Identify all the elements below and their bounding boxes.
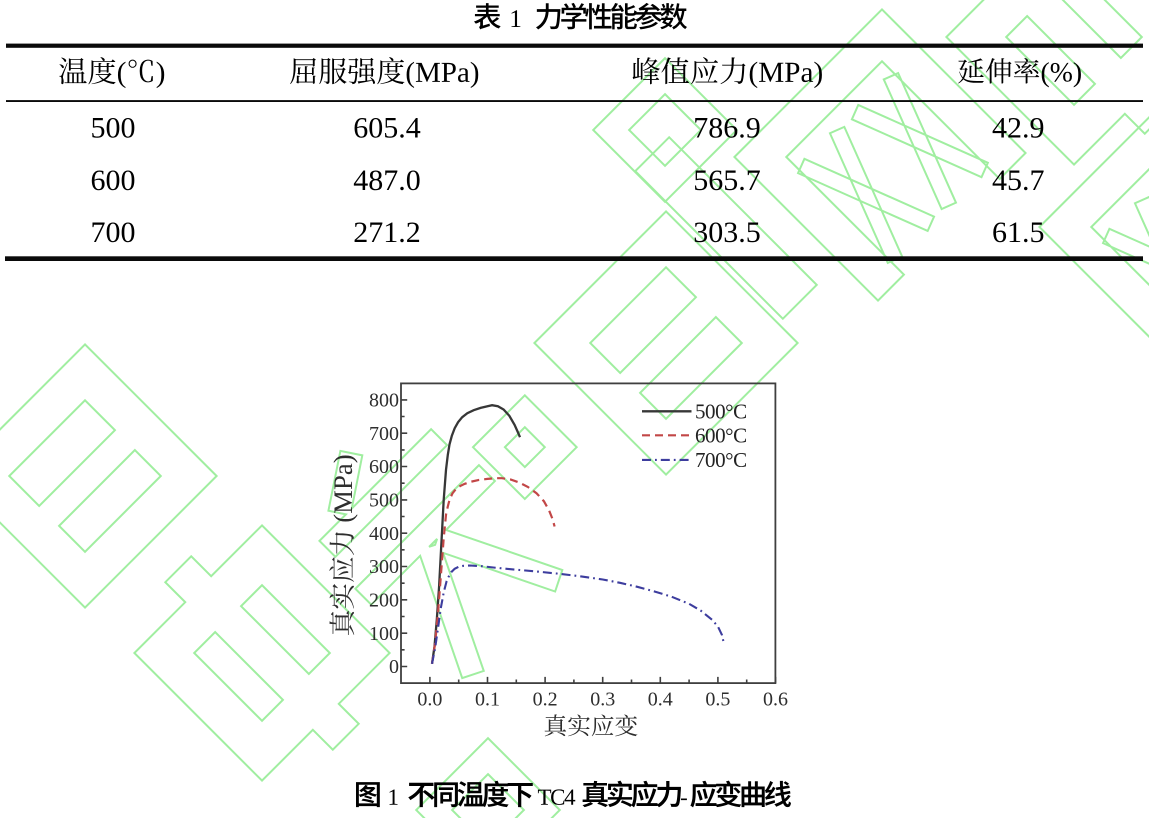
svg-text:800: 800 <box>369 390 399 412</box>
svg-text:100: 100 <box>369 623 399 645</box>
svg-text:42.9: 42.9 <box>992 112 1045 145</box>
svg-text:61.5: 61.5 <box>992 216 1045 249</box>
svg-text:200: 200 <box>369 590 399 612</box>
svg-text:786.9: 786.9 <box>693 112 761 145</box>
svg-text:700: 700 <box>369 423 399 445</box>
svg-text:500: 500 <box>91 112 136 145</box>
svg-text:0.0: 0.0 <box>417 689 442 711</box>
svg-text:700°C: 700°C <box>695 448 747 472</box>
svg-text:0.2: 0.2 <box>533 689 558 711</box>
svg-text:0: 0 <box>389 656 399 678</box>
svg-text:0.1: 0.1 <box>475 689 500 711</box>
svg-text:500°C: 500°C <box>695 399 747 423</box>
svg-text:600: 600 <box>369 456 399 478</box>
svg-text:0.6: 0.6 <box>763 689 788 711</box>
svg-text:271.2: 271.2 <box>353 216 421 249</box>
svg-text:0.5: 0.5 <box>705 689 730 711</box>
svg-text:500: 500 <box>369 490 399 512</box>
svg-text:0.3: 0.3 <box>590 689 615 711</box>
svg-text:600°C: 600°C <box>695 423 747 447</box>
svg-text:0.4: 0.4 <box>648 689 673 711</box>
svg-text:600: 600 <box>91 164 136 197</box>
svg-text:565.7: 565.7 <box>693 164 761 197</box>
svg-text:605.4: 605.4 <box>353 112 421 145</box>
svg-text:400: 400 <box>369 523 399 545</box>
svg-text:45.7: 45.7 <box>992 164 1045 197</box>
svg-text:700: 700 <box>91 216 136 249</box>
svg-text:300: 300 <box>369 556 399 578</box>
svg-text:303.5: 303.5 <box>693 216 761 249</box>
svg-text:487.0: 487.0 <box>353 164 421 197</box>
